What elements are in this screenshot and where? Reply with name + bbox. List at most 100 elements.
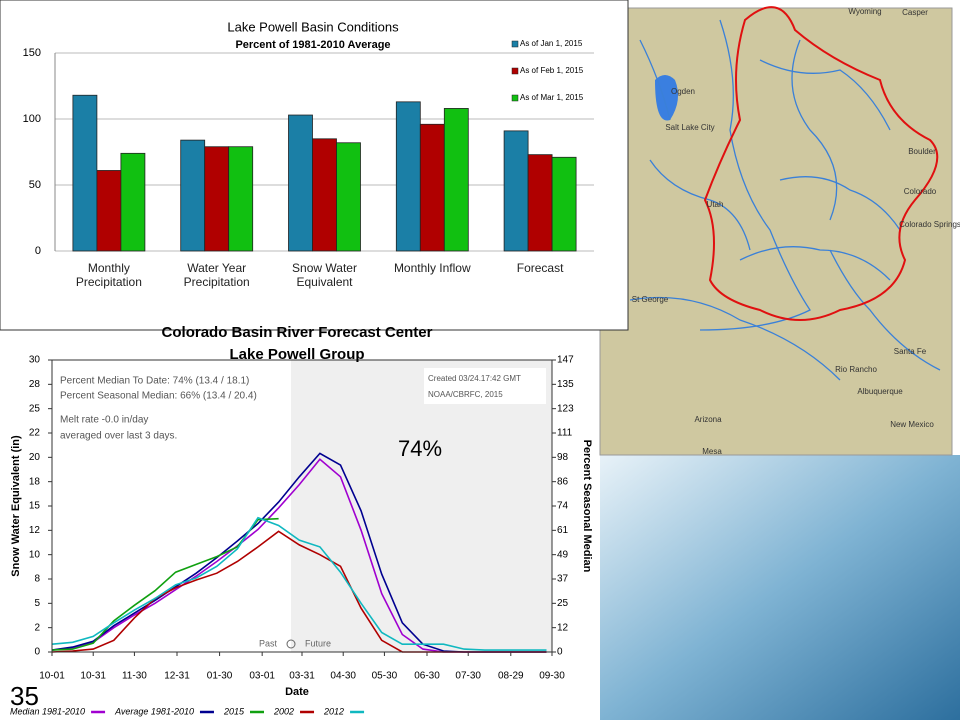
bar [551, 156, 577, 252]
y-tick-label: 100 [23, 113, 41, 125]
past-label: Past [259, 638, 278, 648]
bar [72, 94, 98, 252]
line-subtitle: Lake Powell Group [229, 346, 364, 363]
y2-tick-label: 86 [557, 476, 569, 487]
map-label: Albuquerque [857, 387, 903, 396]
y-tick-label: 25 [29, 403, 41, 414]
x-tick-label: Water Year Precipitation [183, 261, 250, 289]
y-tick-label: 2 [34, 622, 40, 633]
bar [228, 146, 254, 252]
y2-tick-label: 37 [557, 574, 569, 585]
y-tick-label: 5 [34, 598, 40, 609]
annotation: averaged over last 3 days. [60, 431, 177, 442]
map-label: Salt Lake City [665, 123, 714, 132]
x-tick-label: Monthly Inflow [393, 261, 471, 275]
y-tick-label: 22 [29, 428, 41, 439]
annotation: Created 03/24.17:42 GMT [428, 374, 521, 383]
future-region [291, 360, 552, 652]
map-label: New Mexico [890, 420, 934, 429]
x-tick-label: 06-30 [414, 671, 440, 682]
x-axis-title: Date [285, 686, 309, 698]
y2-tick-label: 147 [557, 355, 574, 366]
bar [120, 152, 146, 252]
legend-label: As of Feb 1, 2015 [520, 66, 584, 75]
info-box [56, 368, 272, 442]
bar [527, 154, 553, 252]
bar [180, 139, 206, 252]
x-tick-label: 09-30 [539, 671, 565, 682]
y-tick-label: 30 [29, 355, 41, 366]
y2-tick-label: 61 [557, 525, 569, 536]
y2-tick-label: 74 [557, 501, 569, 512]
plot-frame [51, 359, 553, 653]
map-label: Colorado Springs [899, 220, 960, 229]
rivers [629, 19, 941, 381]
bar [312, 138, 337, 252]
clock-icon [286, 639, 296, 649]
future-label: Future [305, 638, 331, 648]
bar [395, 101, 421, 252]
bar [503, 130, 529, 252]
y-tick-label: 10 [29, 549, 41, 560]
y2-axis-title: Percent Seasonal Median [581, 440, 593, 573]
y2-tick-label: 98 [557, 452, 569, 463]
x-tick-label: 10-01 [39, 671, 65, 682]
x-tick-label: 03-01 [249, 671, 275, 682]
bar-subtitle: Percent of 1981-2010 Average [235, 39, 390, 51]
x-tick-label: 08-29 [498, 671, 524, 682]
legend-label: 2015 [223, 706, 245, 716]
legend-swatch [511, 40, 519, 48]
legend-label: 2002 [273, 706, 294, 716]
y-tick-label: 8 [34, 574, 40, 585]
y-axis-title: Snow Water Equivalent (in) [10, 435, 22, 577]
y-tick-label: 12 [29, 525, 41, 536]
y2-tick-label: 123 [557, 403, 574, 414]
x-tick-label: Forecast [516, 261, 564, 275]
map-label: Colorado [904, 187, 937, 196]
annotation: Percent Seasonal Median: 66% (13.4 / 20.… [60, 391, 257, 402]
x-tick-label: 12-31 [164, 671, 190, 682]
annotation: NOAA/CBRFC, 2015 [428, 390, 503, 399]
lake [655, 75, 679, 121]
y2-tick-label: 49 [557, 549, 569, 560]
map-label: Ogden [671, 87, 695, 96]
x-tick-label: 05-30 [372, 671, 398, 682]
y2-tick-label: 12 [557, 622, 569, 633]
y2-tick-label: 0 [557, 647, 563, 658]
bar [443, 108, 469, 252]
map-label: St George [632, 295, 669, 304]
legend-label: As of Jan 1, 2015 [520, 39, 583, 48]
x-tick-label: 03-31 [289, 671, 315, 682]
map-label: Boulder [908, 147, 936, 156]
map-label: Rio Rancho [835, 365, 877, 374]
x-tick-label: 07-30 [455, 671, 481, 682]
legend-swatch [511, 94, 519, 102]
y2-tick-label: 25 [557, 598, 569, 609]
page-number: 35 [10, 681, 39, 711]
series-line [51, 516, 547, 651]
bar [419, 123, 445, 252]
bar [288, 114, 313, 252]
bar [336, 142, 361, 252]
x-tick-label: 01-30 [207, 671, 233, 682]
y-tick-label: 18 [29, 476, 41, 487]
map-label: Mesa [702, 447, 722, 456]
legend-label: Average 1981-2010 [114, 706, 194, 716]
legend-label: 2012 [323, 706, 344, 716]
y2-tick-label: 111 [557, 428, 573, 439]
line-title: Colorado Basin River Forecast Center [162, 324, 433, 341]
x-tick-label: 10-31 [80, 671, 106, 682]
y-tick-label: 15 [29, 501, 41, 512]
x-tick-label: 04-30 [330, 671, 356, 682]
map-label: Wyoming [848, 7, 881, 16]
callout: 74% [398, 436, 442, 461]
basin-outline [703, 6, 939, 321]
decor-background [600, 455, 960, 720]
annotation: Percent Median To Date: 74% (13.4 / 18.1… [60, 376, 249, 387]
legend-label: Median 1981-2010 [10, 706, 85, 716]
map-label: Casper [902, 8, 928, 17]
y2-tick-label: 135 [557, 379, 574, 390]
bar [96, 170, 122, 252]
